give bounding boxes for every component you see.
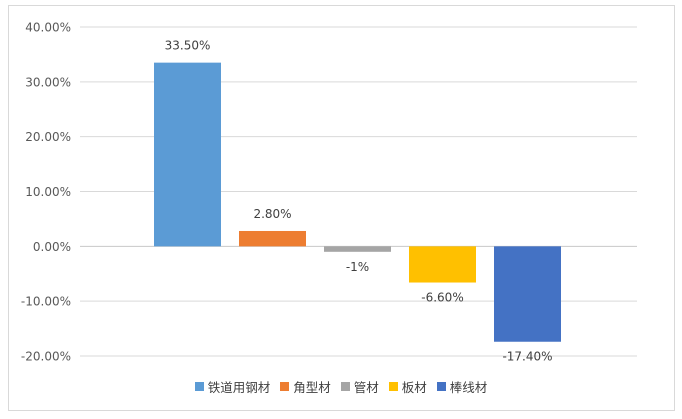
legend-item: 角型材: [280, 377, 331, 396]
legend-swatch: [340, 381, 350, 391]
legend-label: 棒线材: [449, 379, 488, 395]
data-label: -17.40%: [502, 350, 552, 364]
data-label: 33.50%: [165, 39, 211, 53]
chart-frame: [8, 5, 675, 411]
y-tick-label: 30.00%: [25, 75, 71, 89]
data-label: -1%: [346, 260, 369, 274]
bar: [154, 62, 221, 247]
y-tick-label: 10.00%: [25, 185, 71, 199]
legend-item: 铁道用钢材: [194, 377, 271, 396]
legend-label: 铁道用钢材: [207, 379, 271, 395]
legend-label: 板材: [401, 379, 427, 395]
legend-swatch: [436, 381, 446, 391]
legend-swatch: [194, 381, 204, 391]
y-tick-label: 40.00%: [25, 21, 71, 35]
bar: [409, 246, 476, 283]
legend-swatch: [280, 381, 290, 391]
legend-label: 角型材: [293, 379, 331, 395]
chart-legend: 铁道用钢材 角型材 管材 板材 棒线材: [0, 376, 682, 396]
bar: [239, 230, 306, 247]
legend-item: 棒线材: [436, 377, 488, 396]
bar: [494, 246, 561, 342]
legend-item: 管材: [340, 377, 379, 396]
y-tick-label: 0.00%: [33, 240, 71, 254]
legend-swatch: [388, 381, 398, 391]
data-label: -6.60%: [421, 291, 463, 305]
y-tick-label: -20.00%: [21, 350, 71, 364]
legend-label: 管材: [353, 379, 379, 395]
legend-item: 板材: [388, 377, 427, 396]
data-label: 2.80%: [253, 207, 291, 221]
y-tick-label: 20.00%: [25, 130, 71, 144]
bar: [324, 246, 391, 252]
y-tick-label: -10.00%: [21, 295, 71, 309]
